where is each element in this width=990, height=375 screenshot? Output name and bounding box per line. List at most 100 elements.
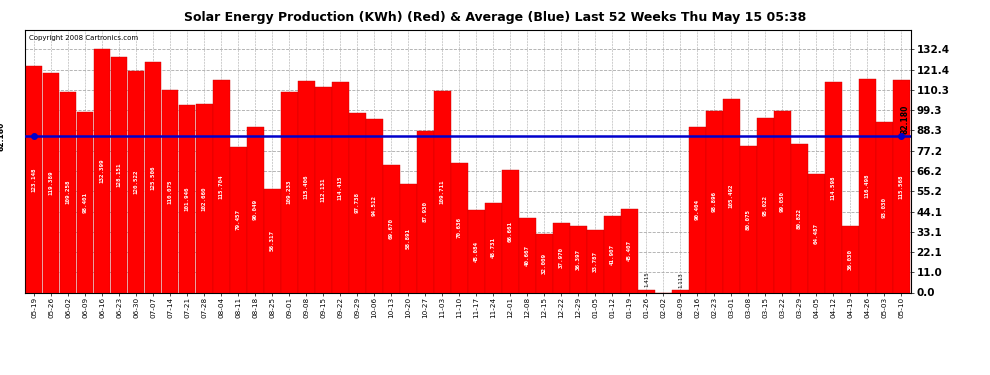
Bar (281, 92, 298, 292)
Bar (417, 131, 434, 292)
Text: 114.598: 114.598 (831, 175, 836, 200)
Text: 45.407: 45.407 (627, 240, 632, 261)
Bar (741, 146, 756, 292)
Text: 41.907: 41.907 (610, 243, 615, 264)
Bar (774, 111, 791, 292)
Text: 94.512: 94.512 (371, 195, 377, 216)
Bar (196, 104, 213, 292)
Text: 109.258: 109.258 (65, 180, 70, 204)
Text: 87.930: 87.930 (423, 201, 428, 222)
Text: 119.389: 119.389 (49, 171, 53, 195)
Text: 128.151: 128.151 (117, 163, 122, 187)
Text: 98.896: 98.896 (712, 191, 717, 212)
Text: 125.506: 125.506 (150, 165, 155, 189)
Text: 120.522: 120.522 (134, 170, 139, 194)
Text: 48.731: 48.731 (491, 237, 496, 258)
Bar (400, 184, 417, 292)
Bar (77, 112, 93, 292)
Text: Copyright 2008 Cartronics.com: Copyright 2008 Cartronics.com (29, 35, 139, 41)
Bar (808, 174, 825, 292)
Text: 66.661: 66.661 (508, 221, 513, 242)
Bar (434, 91, 450, 292)
Text: 102.660: 102.660 (202, 186, 207, 210)
Text: 80.822: 80.822 (797, 208, 802, 229)
Bar (450, 163, 467, 292)
Bar (536, 234, 552, 292)
Text: 99.050: 99.050 (780, 191, 785, 212)
Bar (519, 218, 536, 292)
Text: 110.075: 110.075 (167, 179, 172, 204)
Bar (468, 210, 485, 292)
Text: 70.636: 70.636 (456, 217, 461, 238)
Text: 114.415: 114.415 (338, 175, 343, 200)
Text: 115.406: 115.406 (304, 174, 309, 199)
Bar (553, 223, 569, 292)
Text: 40.667: 40.667 (525, 244, 530, 266)
Bar (485, 203, 502, 292)
Bar (298, 81, 315, 292)
Bar (59, 92, 76, 292)
Bar (111, 57, 128, 292)
Bar (247, 127, 263, 292)
Bar (145, 62, 161, 292)
Text: 33.787: 33.787 (593, 251, 598, 272)
Bar (723, 99, 740, 292)
Bar (315, 87, 332, 292)
Bar (621, 209, 638, 292)
Text: 37.970: 37.970 (558, 247, 564, 268)
Text: 109.233: 109.233 (287, 180, 292, 204)
Bar (689, 126, 706, 292)
Bar (502, 170, 519, 292)
Bar (706, 111, 723, 292)
Text: 36.397: 36.397 (576, 249, 581, 270)
Text: 116.498: 116.498 (865, 173, 870, 198)
Text: 105.492: 105.492 (729, 183, 734, 208)
Bar (757, 118, 774, 292)
Text: 98.401: 98.401 (82, 192, 88, 213)
Text: 56.317: 56.317 (269, 230, 274, 251)
Bar (672, 291, 689, 292)
Text: 95.022: 95.022 (763, 195, 768, 216)
Bar (893, 80, 910, 292)
Text: 109.711: 109.711 (440, 180, 445, 204)
Bar (587, 231, 604, 292)
Bar (128, 71, 145, 292)
Text: 1.113: 1.113 (678, 272, 683, 288)
Bar (264, 189, 280, 292)
Text: 82.180: 82.180 (0, 122, 5, 151)
Text: 79.457: 79.457 (236, 209, 241, 230)
Text: 90.404: 90.404 (695, 199, 700, 220)
Text: 115.568: 115.568 (899, 174, 904, 199)
Text: 82.180: 82.180 (901, 105, 910, 134)
Bar (825, 82, 842, 292)
Bar (570, 226, 587, 292)
Text: 97.738: 97.738 (354, 192, 359, 213)
Bar (348, 113, 365, 292)
Bar (876, 122, 893, 292)
Bar (383, 165, 400, 292)
Text: 32.009: 32.009 (542, 253, 546, 274)
Bar (43, 74, 59, 292)
Text: 101.946: 101.946 (185, 187, 190, 211)
Text: Solar Energy Production (KWh) (Red) & Average (Blue) Last 52 Weeks Thu May 15 05: Solar Energy Production (KWh) (Red) & Av… (184, 11, 806, 24)
Text: 69.670: 69.670 (389, 218, 394, 239)
Text: 80.075: 80.075 (745, 209, 750, 230)
Text: 36.030: 36.030 (847, 249, 853, 270)
Text: 123.148: 123.148 (32, 167, 37, 192)
Bar (604, 216, 621, 292)
Text: 64.487: 64.487 (814, 223, 819, 244)
Text: 1.415: 1.415 (644, 272, 648, 287)
Bar (791, 144, 808, 292)
Bar (213, 80, 230, 292)
Text: 90.049: 90.049 (252, 200, 257, 220)
Text: 112.131: 112.131 (321, 177, 326, 202)
Text: 93.030: 93.030 (882, 196, 887, 217)
Bar (332, 82, 348, 292)
Bar (26, 66, 43, 292)
Bar (366, 119, 382, 292)
Bar (230, 147, 247, 292)
Bar (842, 226, 858, 292)
Bar (859, 79, 876, 292)
Bar (94, 50, 111, 292)
Bar (638, 290, 654, 292)
